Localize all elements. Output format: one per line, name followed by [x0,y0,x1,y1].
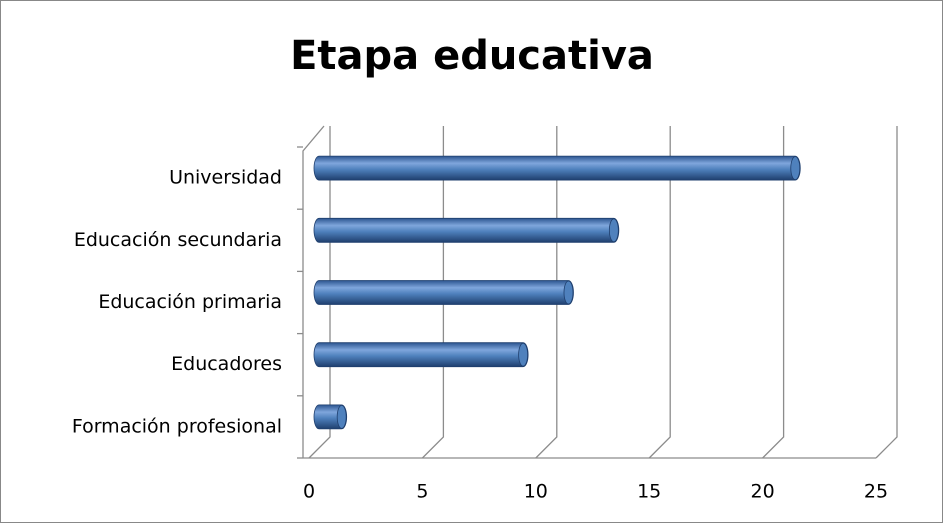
bar [313,217,620,243]
x-tick-label: 20 [751,481,775,503]
grid-line [875,126,898,459]
y-tick-label: Universidad [169,167,282,189]
grid-line [648,126,671,459]
y-tick-label: Educadores [171,353,282,375]
bar-cap [608,218,619,243]
y-tick-label: Formación profesional [72,415,282,437]
bar-cap [790,156,801,181]
bar [313,342,529,368]
bar [313,155,801,181]
x-tick-label: 5 [416,481,428,503]
bar-cap [336,404,347,429]
chart-title: Etapa educativa [290,33,654,79]
grid-line [762,126,785,459]
y-tick-label: Educación secundaria [74,229,282,251]
x-tick-label: 15 [637,481,661,503]
bar-cap [563,280,574,305]
bar-cap [518,342,529,367]
x-tick-label: 25 [864,481,888,503]
x-tick-label: 10 [524,481,548,503]
y-tick-label: Educación primaria [98,291,282,313]
bar [313,280,574,305]
x-tick-label: 0 [303,481,315,503]
y-axis [302,125,325,458]
